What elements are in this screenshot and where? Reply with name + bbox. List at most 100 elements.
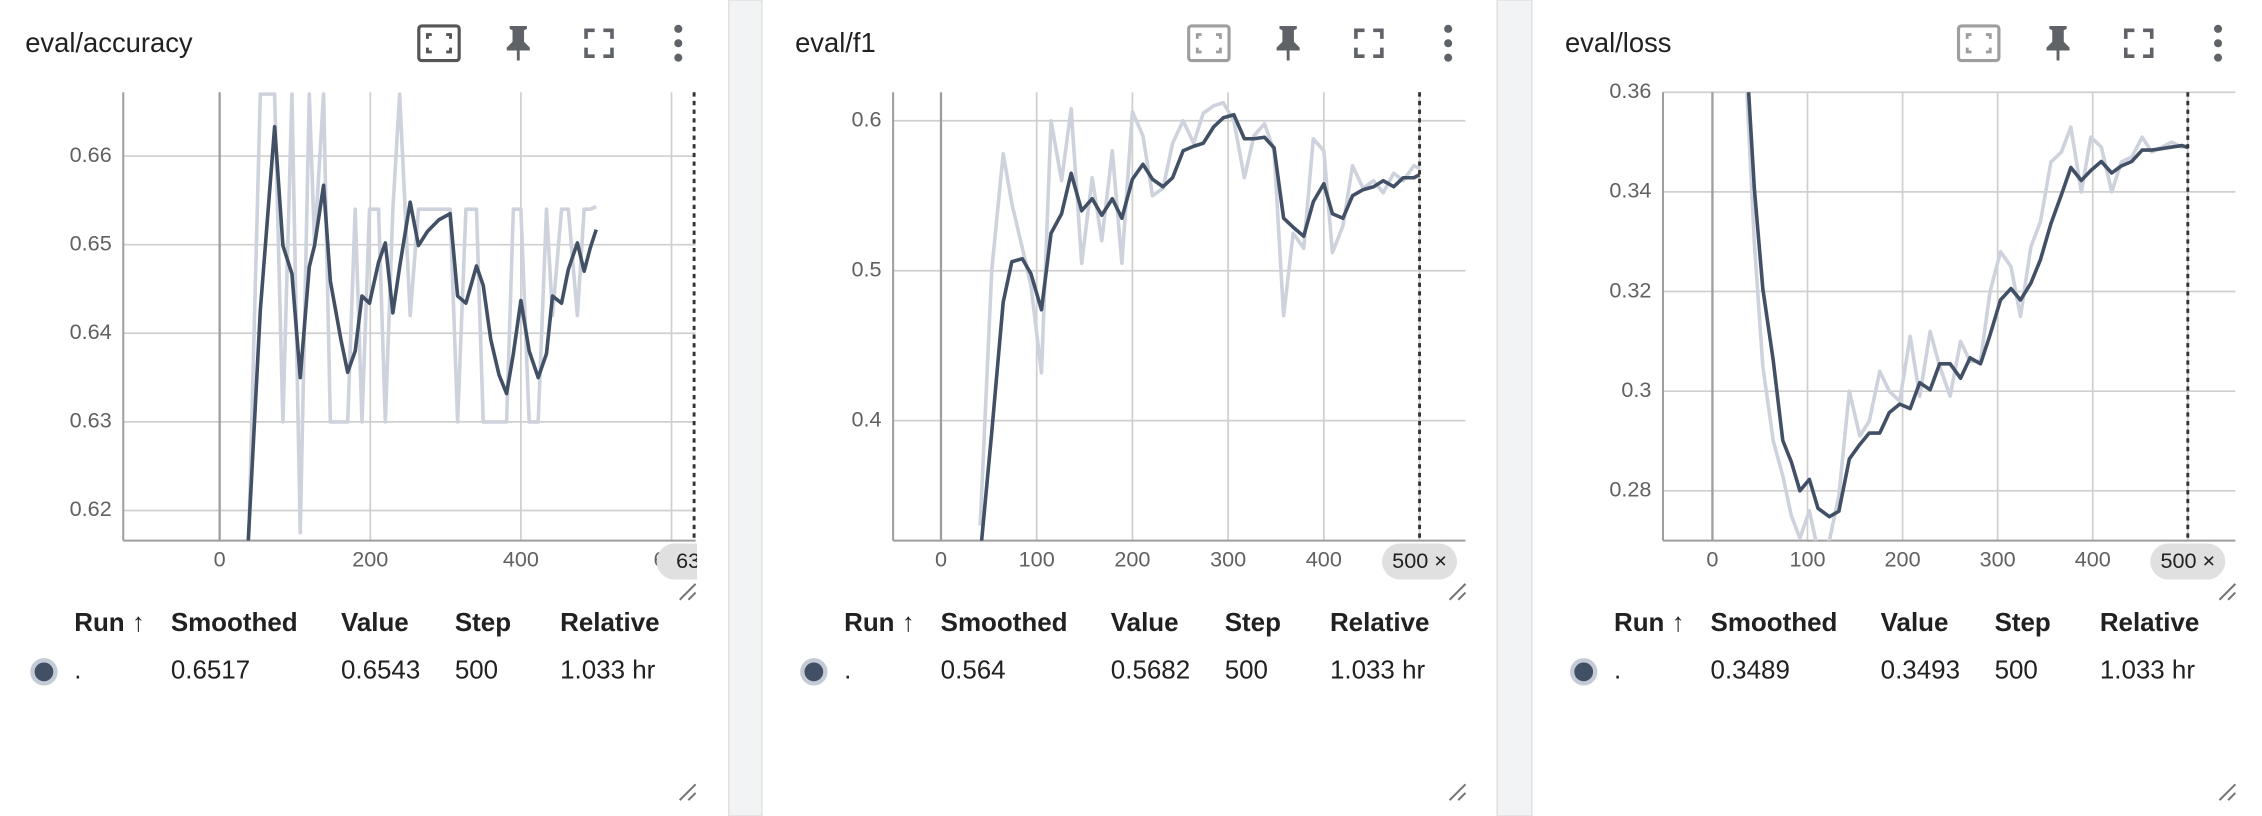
column-header: Relative — [2100, 609, 2199, 637]
y-tick-label: 0.62 — [70, 496, 112, 521]
raw-line — [1745, 92, 2189, 541]
y-tick-label: 0.65 — [70, 230, 112, 255]
pill-bg — [2150, 543, 2226, 580]
table-cell: 0.3493 — [1881, 657, 1960, 685]
more-button[interactable] — [674, 24, 683, 62]
table-cell: 0.5682 — [1111, 657, 1190, 685]
x-tick-label: 200 — [352, 547, 388, 572]
y-tick-label: 0.6 — [852, 106, 882, 131]
x-tick-label: 100 — [1019, 547, 1055, 572]
x-tick-label: 200 — [1114, 547, 1150, 572]
resize-handle[interactable] — [678, 582, 697, 601]
y-tick-label: 0.3 — [1621, 377, 1651, 402]
table-cell: 0.6543 — [341, 657, 420, 685]
plot-lines — [246, 92, 598, 541]
column-header: Smoothed — [171, 609, 298, 637]
pill-label: 630 — [676, 548, 712, 573]
chart-card: eval/accuracy 0.62 0.63 0.64 0.65 0.66 0 200 400… — [25, 27, 712, 580]
column-header: Step — [1225, 609, 1281, 637]
table-cell: 1.033 hr — [1330, 657, 1426, 685]
card-title: eval/accuracy — [25, 27, 193, 58]
pill-label: 500 × — [2160, 548, 2215, 573]
x-tick-label: 0 — [935, 547, 947, 572]
step-pill: 500 × — [1382, 543, 1458, 580]
table-cell: 0.6517 — [171, 657, 250, 685]
y-tick-label: 0.63 — [70, 408, 112, 433]
x-tick-label: 0 — [1706, 547, 1718, 572]
table-cell: 1.033 hr — [560, 657, 656, 685]
card-title: eval/loss — [1565, 27, 1672, 58]
more-button[interactable] — [1444, 24, 1453, 62]
smoothed-line — [1746, 92, 2189, 519]
y-tick-label: 0.5 — [852, 256, 882, 281]
x-tick-label: 400 — [1306, 547, 1342, 572]
x-tick-label: 300 — [1210, 547, 1246, 572]
raw-line — [978, 100, 1421, 526]
fullscreen-button[interactable] — [1354, 28, 1384, 59]
fullscreen-button[interactable] — [2123, 28, 2154, 59]
table-cell: 1.033 hr — [2100, 657, 2196, 685]
column-header: Step — [1995, 609, 2051, 637]
column-header: Relative — [560, 609, 659, 637]
pill-label: 500 × — [1392, 548, 1447, 573]
run-color — [1569, 658, 1598, 686]
x-tick-label: 300 — [1980, 547, 2016, 572]
card-gap — [1496, 0, 1533, 816]
column-header: Run ↑ — [1614, 609, 1685, 637]
column-header: Value — [1111, 609, 1179, 637]
pin-button[interactable] — [506, 25, 530, 61]
fullscreen-button[interactable] — [584, 28, 614, 59]
fit-button[interactable] — [1956, 24, 2001, 63]
run-table: Run ↑ Smoothed Value Step Relative. 0.3489 0.3… — [1569, 609, 2199, 686]
plot-lines — [1745, 92, 2189, 541]
table-cell: 500 — [455, 657, 498, 685]
table-cell: 500 — [1225, 657, 1268, 685]
column-header: Smoothed — [1711, 609, 1838, 637]
table-cell: 0.564 — [941, 657, 1006, 685]
resize-handle[interactable] — [1448, 582, 1467, 601]
x-tick-label: 100 — [1789, 547, 1825, 572]
y-tick-label: 0.4 — [852, 406, 882, 431]
run-color — [30, 658, 58, 686]
step-pill: 630 — [656, 543, 712, 580]
y-tick-label: 0.32 — [1609, 277, 1651, 302]
resize-handle[interactable] — [2218, 582, 2237, 601]
table-cell: . — [844, 657, 851, 685]
column-header: Smoothed — [941, 609, 1068, 637]
fit-button[interactable] — [1187, 24, 1231, 63]
x-tick-label: 0 — [214, 547, 226, 572]
column-header: Relative — [1330, 609, 1429, 637]
pin-button[interactable] — [1276, 25, 1300, 61]
run-color — [800, 658, 828, 686]
x-tick-label: 400 — [503, 547, 539, 572]
resize-handle[interactable] — [678, 783, 697, 802]
card-title: eval/f1 — [795, 27, 876, 58]
x-tick-label: 200 — [1885, 547, 1921, 572]
more-button[interactable] — [2214, 24, 2223, 62]
pill-bg — [1382, 543, 1458, 580]
column-header: Run ↑ — [844, 609, 915, 637]
pin-button[interactable] — [2046, 25, 2070, 61]
pill-bg — [656, 543, 698, 580]
raw-line — [246, 92, 597, 541]
resize-handle[interactable] — [1448, 783, 1467, 802]
table-cell: 0.3489 — [1711, 657, 1790, 685]
column-header: Run ↑ — [74, 609, 145, 637]
run-table: Run ↑ Smoothed Value Step Relative. 0.6517 0.6… — [30, 609, 660, 686]
table-cell: 500 — [1995, 657, 2038, 685]
y-tick-label: 0.34 — [1609, 178, 1651, 203]
fit-button[interactable] — [417, 24, 461, 63]
table-cell: . — [1614, 657, 1621, 685]
column-header: Step — [455, 609, 511, 637]
column-header: Value — [341, 609, 409, 637]
smoothed-line — [246, 125, 598, 541]
smoothed-line — [979, 112, 1421, 541]
table-cell: . — [74, 657, 81, 685]
chart-card: eval/loss 0.28 0.3 0.32 0.34 0.36 0 100 200 300 40… — [1565, 27, 2236, 580]
y-tick-label: 0.28 — [1609, 477, 1651, 502]
column-header: Value — [1881, 609, 1949, 637]
resize-handle[interactable] — [2218, 783, 2237, 802]
y-tick-label: 0.66 — [70, 142, 112, 167]
